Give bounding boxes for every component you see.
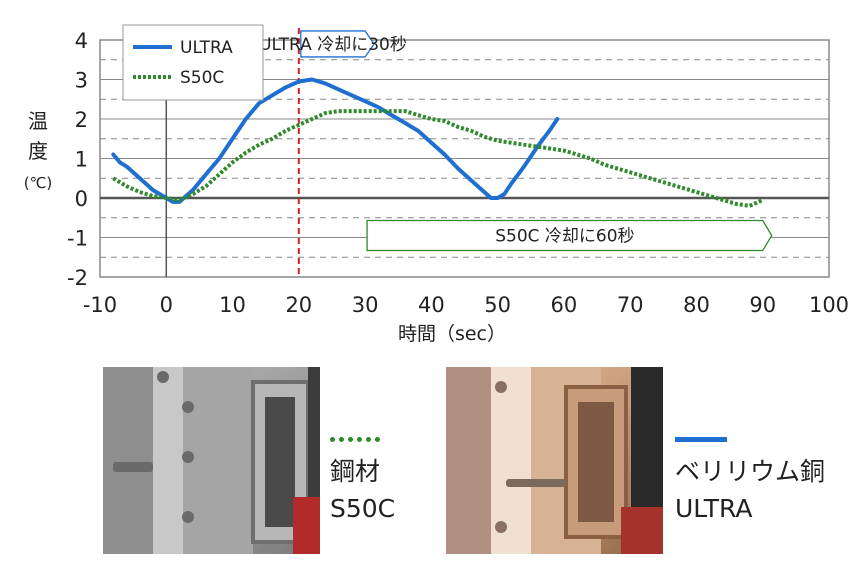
x-tick-label: 30	[352, 293, 379, 317]
s50c-label-line2: S50C	[330, 494, 396, 523]
x-tick-label: 40	[418, 293, 445, 317]
annotation-box	[300, 30, 375, 58]
y-tick-label: 4	[75, 29, 88, 53]
series-line-s50c	[112, 109, 764, 208]
y-label-part: 度	[28, 139, 48, 163]
annotation-box	[366, 219, 773, 252]
x-tick-label: 20	[285, 293, 312, 317]
x-tick-label: 80	[683, 293, 710, 317]
ultra-legend-line	[675, 437, 727, 442]
chart-legend: ULTRA S50C	[122, 24, 264, 101]
x-tick-label: 100	[809, 293, 849, 317]
ultra-label-line1: ベリリウム銅	[675, 457, 826, 486]
y-tick-label: 1	[75, 148, 88, 172]
legend-label: S50C	[180, 68, 224, 88]
y-label-part: (℃)	[24, 174, 53, 192]
y-axis-label: 温度 (℃)	[24, 109, 53, 192]
legend-label: ULTRA	[180, 38, 233, 58]
y-label-part: 温	[28, 109, 48, 133]
s50c-legend-line	[330, 437, 380, 447]
y-tick-label: -2	[67, 266, 88, 290]
s50c-label-line1: 鋼材	[330, 457, 381, 486]
y-tick-label: 0	[75, 187, 88, 211]
legend-box	[122, 24, 264, 101]
x-tick-label: 10	[219, 293, 246, 317]
steel-mold-photo	[103, 367, 320, 554]
beryllium-copper-mold-photo	[446, 367, 663, 554]
chart-series	[111, 77, 764, 208]
x-tick-label: 60	[551, 293, 578, 317]
chart-annotations: ULTRA 冷却に30秒 S50C 冷却に60秒	[259, 30, 773, 252]
x-tick-label: -10	[83, 293, 117, 317]
y-tick-label: -1	[67, 227, 88, 251]
y-tick-label: 3	[75, 69, 88, 93]
x-tick-label: 90	[749, 293, 776, 317]
x-tick-label: 50	[484, 293, 511, 317]
series-line-ultra	[111, 77, 560, 204]
ultra-label-line2: ULTRA	[675, 494, 753, 523]
annotation-text: ULTRA 冷却に30秒	[259, 35, 407, 55]
x-tick-label: 0	[160, 293, 173, 317]
annotation-text: S50C 冷却に60秒	[495, 227, 634, 247]
x-axis-label: 時間（sec）	[398, 323, 506, 345]
x-tick-label: 70	[617, 293, 644, 317]
y-tick-label: 2	[75, 108, 88, 132]
plot-frame	[99, 39, 830, 278]
